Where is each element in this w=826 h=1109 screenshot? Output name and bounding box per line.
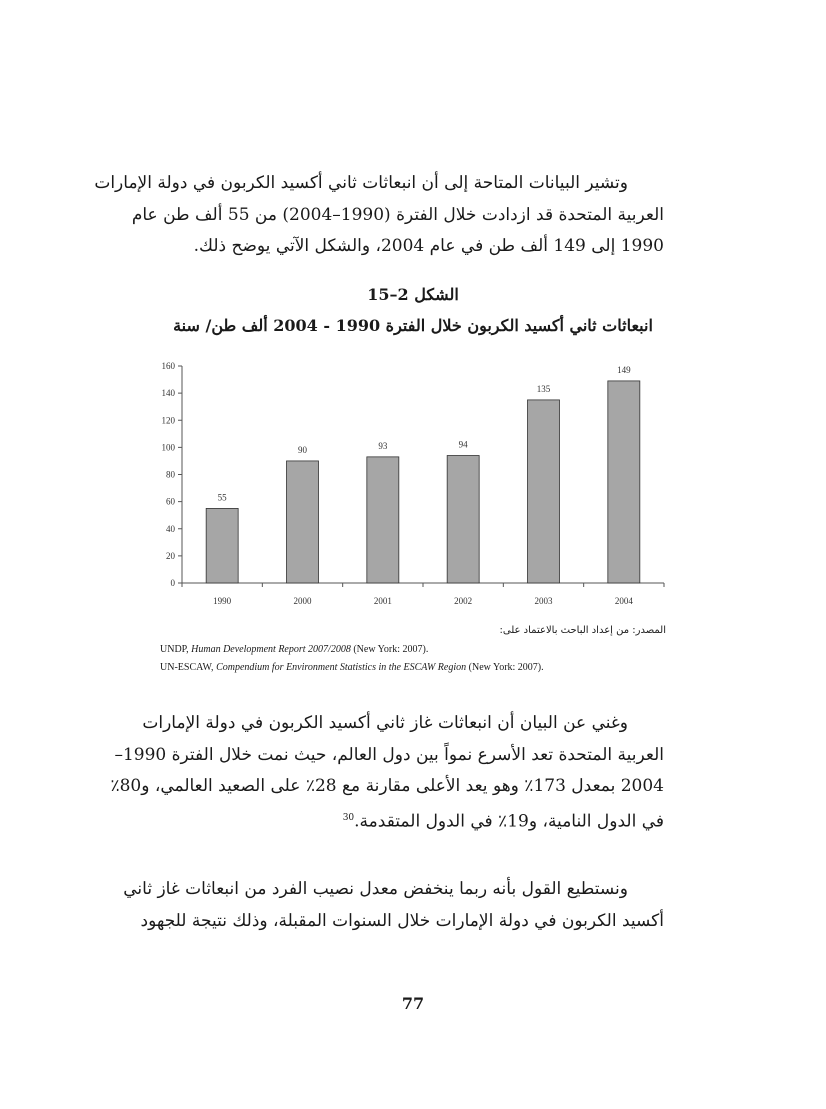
x-tick-label: 2003: [535, 596, 554, 606]
bar-chart: 0 20 40 60 80 100 120 140 160 55 1990 90 2000 93 2001 9…: [162, 361, 665, 606]
text-line: 1990 إلى 149 ألف طن في عام 2004، والشكل …: [193, 236, 664, 256]
text-line: 2004 بمعدل 173٪ وهو يعد الأعلى مقارنة مع…: [110, 776, 664, 796]
ref1-pub: (New York: 2007).: [353, 644, 429, 655]
x-tick-label: 2001: [374, 596, 392, 606]
y-tick-label: 100: [162, 442, 176, 452]
ref1-title: Human Development Report 2007/2008: [191, 644, 351, 655]
text-line: العربية المتحدة قد ازدادت خلال الفترة (1…: [131, 204, 664, 225]
y-tick-label: 0: [171, 578, 176, 588]
ref2-title: Compendium for Environment Statistics in…: [216, 662, 467, 673]
bar-2001: [366, 456, 400, 584]
ref2-pub: (New York: 2007).: [468, 662, 544, 673]
text-line: وغني عن البيان أن انبعاثات غاز ثاني أكسي…: [142, 713, 628, 733]
figure-number: الشكل 2–15: [367, 285, 459, 304]
data-label: 149: [617, 365, 631, 375]
bar-2002: [446, 455, 480, 584]
y-tick-label: 60: [166, 497, 176, 507]
footnote-reference[interactable]: 30: [342, 812, 355, 823]
y-tick-label: 160: [162, 361, 176, 371]
bar-2004: [607, 380, 641, 584]
bar-2003: [527, 399, 560, 584]
text-line: العربية المتحدة تعد الأسرع نمواً بين دول…: [114, 744, 664, 765]
text-line: في الدول النامية، و19٪ في الدول المتقدمة…: [162, 803, 664, 835]
text-line: ونستطيع القول بأنه ربما ينخفض معدل نصيب …: [123, 879, 628, 899]
paragraph-3: ونستطيع القول بأنه ربما ينخفض معدل نصيب …: [123, 874, 665, 937]
source-label: المصدر: من إعداد الباحث بالاعتماد على:: [499, 625, 666, 636]
ref1-org: UNDP,: [160, 644, 189, 655]
y-tick-label: 40: [166, 524, 176, 534]
figure-title: انبعاثات ثاني أكسيد الكربون خلال الفترة …: [173, 316, 653, 335]
data-label: 94: [459, 440, 469, 450]
data-label: 90: [298, 445, 308, 455]
reference-1: UNDP, Human Development Report 2007/2008…: [160, 644, 666, 655]
x-tick-label: 2000: [294, 596, 313, 606]
y-tick-label: 20: [166, 551, 176, 561]
data-label: 93: [378, 441, 388, 451]
text-line-content: في الدول النامية، و19٪ في الدول المتقدمة…: [354, 811, 664, 832]
paragraph-2: وغني عن البيان أن انبعاثات غاز ثاني أكسي…: [110, 708, 664, 835]
data-label: 135: [537, 384, 551, 394]
bar-1990: [205, 508, 239, 584]
bar-2000: [286, 460, 319, 584]
x-tick-label: 2002: [454, 596, 472, 606]
y-tick-label: 80: [166, 470, 176, 480]
x-tick-label: 1990: [213, 596, 232, 606]
reference-2: UN-ESCAW, Compendium for Environment Sta…: [160, 662, 666, 673]
y-tick-label: 140: [162, 388, 176, 398]
page-number: 77: [401, 994, 425, 1013]
ref2-org: UN-ESCAW,: [160, 662, 214, 673]
text-line: أكسيد الكربون في دولة الإمارات خلال السن…: [140, 910, 665, 931]
y-tick-label: 120: [162, 415, 176, 425]
paragraph-1: وتشير البيانات المتاحة إلى أن انبعاثات ث…: [94, 168, 664, 263]
text-line: وتشير البيانات المتاحة إلى أن انبعاثات ث…: [94, 173, 628, 193]
data-label: 55: [218, 492, 228, 502]
x-tick-label: 2004: [615, 596, 634, 606]
